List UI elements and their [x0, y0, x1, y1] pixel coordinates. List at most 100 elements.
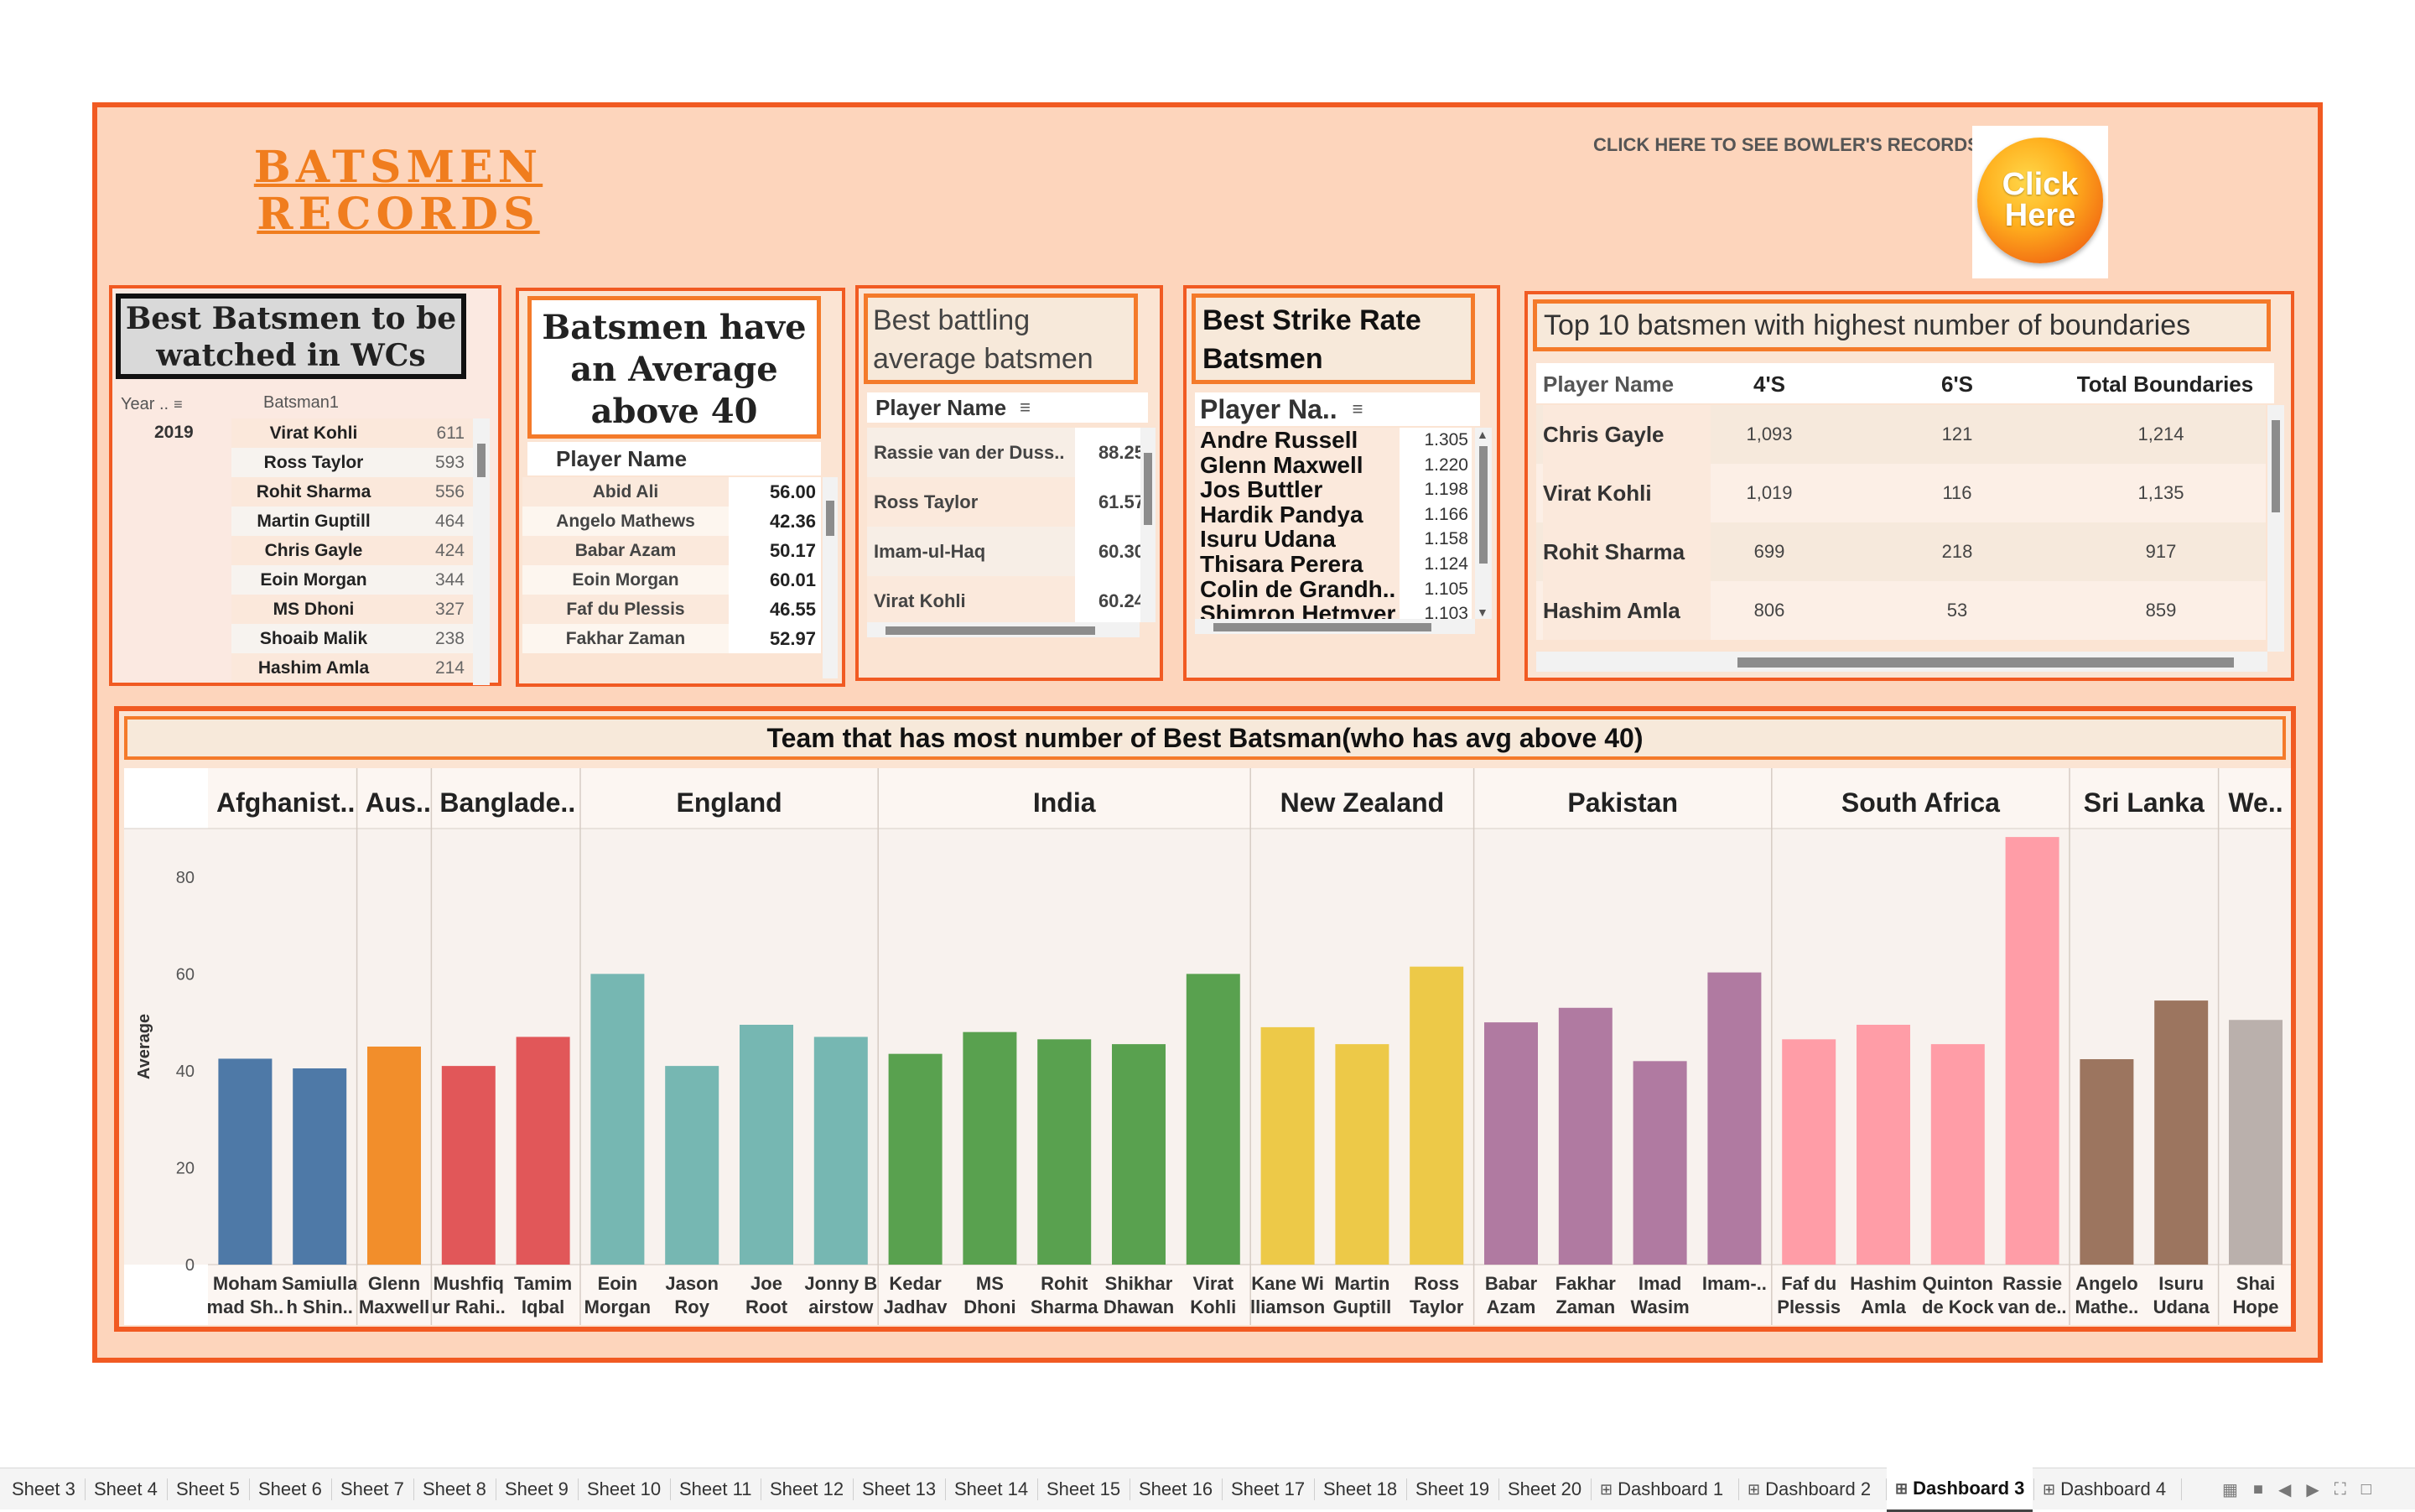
- table-row[interactable]: Glenn Maxwell 1.220: [1195, 452, 1480, 478]
- grid-view-icon[interactable]: ▦: [2222, 1480, 2238, 1499]
- table-row[interactable]: Shoaib Malik 238: [231, 624, 475, 653]
- table-row[interactable]: Chris Gayle 1,093 121 1,214: [1536, 405, 2266, 464]
- sheet-tab[interactable]: ⊞ Dashboard 3: [1887, 1468, 2033, 1512]
- table-row[interactable]: Andre Russell 1.305: [1195, 428, 1480, 453]
- player-bar[interactable]: [963, 1031, 1017, 1265]
- player-bar[interactable]: [1782, 1039, 1836, 1265]
- player-bar[interactable]: [1410, 966, 1464, 1265]
- scroll-right-icon[interactable]: ▶: [2306, 1480, 2319, 1499]
- sheet-tab[interactable]: Sheet 3: [12, 1468, 75, 1510]
- sheet-tab[interactable]: Sheet 8: [423, 1468, 486, 1510]
- table-row[interactable]: Virat Kohli 1,019 116 1,135: [1536, 464, 2266, 522]
- scroll-up-icon[interactable]: ▲: [1477, 428, 1488, 441]
- list-view-icon[interactable]: ■: [2252, 1479, 2263, 1499]
- strike-rate-scrollbar[interactable]: ▲ ▼: [1475, 428, 1492, 619]
- table-row[interactable]: Imam-ul-Haq 60.30: [867, 527, 1148, 576]
- scroll-thumb[interactable]: [1737, 657, 2234, 668]
- scroll-thumb[interactable]: [886, 626, 1095, 635]
- player-bar[interactable]: [1037, 1039, 1092, 1265]
- avg-above-40-scrollbar[interactable]: [823, 477, 838, 678]
- table-row[interactable]: Rohit Sharma 556: [231, 477, 475, 507]
- player-bar[interactable]: [1707, 972, 1762, 1265]
- sheet-tab[interactable]: Sheet 7: [340, 1468, 404, 1510]
- sheet-tab[interactable]: Sheet 16: [1139, 1468, 1213, 1510]
- table-row[interactable]: Eoin Morgan 60.01: [522, 565, 821, 595]
- player-bar[interactable]: [740, 1025, 793, 1265]
- fullscreen-icon[interactable]: ⛶: [2334, 1479, 2346, 1499]
- sheet-tab[interactable]: Sheet 4: [94, 1468, 158, 1510]
- best-batting-avg-col-player[interactable]: Player Name ≡: [867, 392, 1148, 423]
- boundaries-scrollbar[interactable]: [2267, 405, 2284, 652]
- player-bar[interactable]: [1930, 1044, 1985, 1265]
- player-bar[interactable]: [1633, 1061, 1687, 1265]
- click-here-button[interactable]: Click Here: [1972, 126, 2108, 278]
- col-header-year[interactable]: Year .. ≡: [121, 393, 221, 415]
- player-bar[interactable]: [665, 1066, 719, 1265]
- best-batting-avg-scrollbar[interactable]: [1140, 428, 1156, 622]
- player-bar[interactable]: [1484, 1022, 1538, 1265]
- table-row[interactable]: Shimron Hetmyer 1.103: [1195, 601, 1480, 619]
- table-row[interactable]: Hardik Pandya 1.166: [1195, 501, 1480, 527]
- player-bar[interactable]: [1186, 974, 1240, 1265]
- table-row[interactable]: Isuru Udana 1.158: [1195, 527, 1480, 553]
- sheet-tab[interactable]: Sheet 14: [954, 1468, 1028, 1510]
- player-bar[interactable]: [2080, 1059, 2134, 1265]
- sheet-tab[interactable]: Sheet 6: [258, 1468, 322, 1510]
- scroll-thumb[interactable]: [1144, 453, 1152, 525]
- table-row[interactable]: Angelo Mathews 42.36: [522, 507, 821, 536]
- bowler-records-link[interactable]: CLICK HERE TO SEE BOWLER'S RECORDS: [1593, 134, 1980, 155]
- sort-icon[interactable]: ≡: [1020, 397, 1031, 418]
- table-row[interactable]: Martin Guptill 464: [231, 507, 475, 536]
- best-batsmen-scrollbar[interactable]: [473, 418, 490, 685]
- player-bar[interactable]: [441, 1066, 496, 1265]
- strike-rate-hscrollbar[interactable]: [1195, 619, 1475, 634]
- player-bar[interactable]: [1112, 1044, 1166, 1265]
- player-bar[interactable]: [888, 1053, 943, 1265]
- sort-icon[interactable]: ≡: [1352, 398, 1363, 419]
- scroll-left-icon[interactable]: ◀: [2278, 1480, 2292, 1499]
- table-row[interactable]: Faf du Plessis 46.55: [522, 595, 821, 624]
- table-row[interactable]: Fakhar Zaman 52.97: [522, 624, 821, 653]
- table-row[interactable]: Hashim Amla 806 53 859: [1536, 581, 2266, 640]
- table-row[interactable]: Ross Taylor 593: [231, 448, 475, 477]
- scroll-thumb[interactable]: [477, 444, 486, 477]
- table-row[interactable]: MS Dhoni 327: [231, 595, 475, 624]
- table-row[interactable]: Jos Buttler 1.198: [1195, 477, 1480, 503]
- sheet-tab[interactable]: Sheet 11: [679, 1468, 751, 1510]
- player-bar[interactable]: [1558, 1007, 1613, 1265]
- table-row[interactable]: Eoin Morgan 344: [231, 565, 475, 595]
- player-bar[interactable]: [2229, 1020, 2283, 1265]
- player-bar[interactable]: [1857, 1025, 1910, 1265]
- table-row[interactable]: Hashim Amla 214: [231, 653, 475, 683]
- table-row[interactable]: Abid Ali 56.00: [522, 477, 821, 507]
- strike-rate-col-player[interactable]: Player Na.. ≡: [1195, 392, 1480, 426]
- best-batting-avg-hscrollbar[interactable]: [867, 622, 1140, 637]
- scroll-thumb[interactable]: [2272, 420, 2280, 512]
- table-row[interactable]: Rohit Sharma 699 218 917: [1536, 522, 2266, 581]
- table-row[interactable]: Rassie van der Duss.. 88.25: [867, 428, 1148, 477]
- sheet-tab[interactable]: Sheet 13: [862, 1468, 936, 1510]
- expand-icon[interactable]: □: [2360, 1479, 2371, 1499]
- table-row[interactable]: Ross Taylor 61.57: [867, 477, 1148, 527]
- player-bar[interactable]: [1260, 1026, 1315, 1265]
- sort-icon[interactable]: ≡: [174, 395, 183, 413]
- sheet-tab[interactable]: ⊞ Dashboard 2: [1748, 1468, 1871, 1510]
- player-bar[interactable]: [1335, 1044, 1389, 1265]
- player-bar[interactable]: [218, 1058, 273, 1265]
- table-row[interactable]: Thisara Perera 1.124: [1195, 552, 1480, 577]
- table-row[interactable]: Colin de Grandh.. 1.105: [1195, 576, 1480, 602]
- table-row[interactable]: Chris Gayle 424: [231, 536, 475, 565]
- sheet-tab[interactable]: Sheet 15: [1046, 1468, 1120, 1510]
- player-bar[interactable]: [516, 1037, 570, 1265]
- table-row[interactable]: Virat Kohli 60.24: [867, 576, 1148, 622]
- table-row[interactable]: Babar Azam 50.17: [522, 536, 821, 565]
- sheet-tab[interactable]: Sheet 9: [505, 1468, 569, 1510]
- scroll-down-icon[interactable]: ▼: [1477, 605, 1488, 619]
- player-bar[interactable]: [2154, 1000, 2209, 1265]
- scroll-thumb[interactable]: [826, 501, 834, 536]
- player-bar[interactable]: [2005, 837, 2059, 1265]
- player-bar[interactable]: [590, 974, 645, 1265]
- sheet-tab[interactable]: ⊞ Dashboard 1: [1600, 1468, 1723, 1510]
- sheet-tab[interactable]: Sheet 18: [1323, 1468, 1397, 1510]
- boundaries-hscrollbar[interactable]: [1536, 652, 2267, 672]
